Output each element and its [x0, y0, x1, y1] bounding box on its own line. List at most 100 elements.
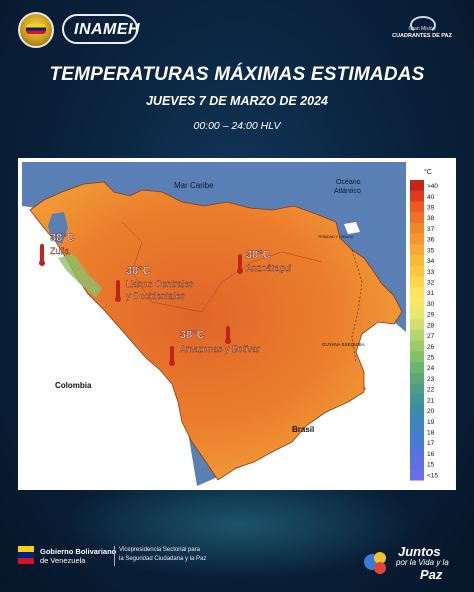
footer-government: Gobierno Bolivariano de Venezuela Vicepr… [18, 544, 228, 570]
label-mar-caribe: Mar Caribe [174, 181, 214, 190]
legend-swatch [410, 372, 424, 385]
legend-swatch [410, 233, 424, 245]
legend-swatch [410, 383, 424, 395]
brasil-land [197, 382, 406, 486]
gov-line2: de Venezuela [40, 556, 86, 565]
temperature-legend: °C >40 40 39 38 37 36 35 34 33 32 31 30 29 28 27 26 25 24 2… [408, 162, 454, 486]
region-zulia: 38°C Zulia [39, 232, 75, 266]
legend-label: 23 [427, 376, 435, 383]
label-brasil: Brasil [292, 425, 314, 434]
legend-label: 22 [427, 387, 435, 394]
legend-label: 37 [427, 226, 435, 233]
label-oceano: Océano [336, 179, 361, 186]
legend-swatch [410, 447, 424, 460]
legend-swatch [410, 340, 424, 352]
region-anzoategui: 38°C Anzoátegui [237, 249, 291, 274]
juntos-mark-icon [364, 552, 386, 574]
legend-label: 27 [427, 333, 435, 340]
legend-swatch [410, 415, 424, 427]
venezuela-flag-icon [18, 546, 34, 564]
legend-color-scale: °C >40 40 39 38 37 36 35 34 33 32 31 30 29 28 27 26 25 24 2… [408, 162, 454, 486]
legend-swatch [410, 351, 424, 363]
juntos-por-la-vida-logo: Juntos por la Vida y la Paz [362, 540, 462, 584]
trinidad-island [344, 222, 360, 234]
legend-label: 19 [427, 419, 435, 426]
colombia-land [22, 206, 197, 486]
slogan-2: por la Vida y la [396, 558, 449, 567]
legend-label: 34 [427, 258, 435, 265]
legend-swatch [410, 458, 424, 470]
legend-swatch [410, 180, 424, 192]
legend-swatch [410, 362, 424, 374]
forecast-time-range: 00:00 – 24:00 HLV [193, 120, 281, 132]
region-llanos-temp: 38°C [126, 265, 151, 277]
legend-swatch [410, 287, 424, 299]
legend-label: 28 [427, 322, 435, 329]
inameh-logo-text: INAMEH [74, 21, 141, 38]
legend-swatch [410, 469, 424, 481]
thermometer-icon [170, 346, 174, 362]
partner-line2: CUADRANTES DE PAZ [392, 33, 452, 39]
label-guyana-esequiba: GUYANA ESEQUIBA [322, 342, 365, 347]
legend-label: 24 [427, 365, 435, 372]
venezuela-seal-logo [18, 12, 54, 48]
inameh-logo: INAMEH [62, 14, 141, 44]
label-colombia: Colombia [55, 381, 92, 390]
region-amazonas-bolivar: 38°C Amazonas y Bolívar [169, 326, 260, 366]
legend-label: 26 [427, 344, 435, 351]
legend-swatch [410, 190, 424, 202]
legend-swatch [410, 330, 424, 342]
legend-label: 35 [427, 247, 435, 254]
legend-swatch [410, 426, 424, 438]
region-anzoategui-name: Anzoátegui [246, 263, 291, 273]
region-llanos: 38°C Llanos Centrales y Occidentales [115, 265, 194, 302]
vice-line1: Vicepresidencia Sectorial para [119, 547, 200, 553]
forecast-date: JUEVES 7 DE MARZO DE 2024 [145, 94, 328, 108]
label-atlantico: Atlántico [334, 188, 361, 195]
legend-swatch [410, 308, 424, 320]
legend-label: <15 [427, 472, 438, 479]
partner-line1: Gran Misión [408, 26, 436, 32]
thermometer-icon [226, 326, 230, 340]
legend-label: 31 [427, 290, 435, 297]
region-zulia-temp: 38°C [50, 232, 75, 244]
legend-label: 20 [427, 408, 435, 415]
esequiba-boundary [351, 249, 363, 363]
legend-swatch [410, 319, 424, 331]
legend-label: 36 [427, 237, 435, 244]
legend-swatch [410, 394, 424, 406]
legend-swatch [410, 265, 424, 277]
thermometer-icon [238, 254, 242, 270]
legend-swatch [410, 437, 424, 449]
region-llanos-name-1: Llanos Centrales [126, 279, 194, 289]
page-title: TEMPERATURAS MÁXIMAS ESTIMADAS [49, 64, 425, 85]
legend-label: 38 [427, 215, 435, 222]
legend-label: 21 [427, 397, 435, 404]
legend-label: 29 [427, 312, 435, 319]
thermometer-icon [40, 244, 44, 262]
legend-swatch [410, 276, 424, 288]
slogan-1: Juntos [398, 544, 441, 559]
region-amazonas-temp: 38°C [180, 329, 205, 341]
legend-label: 40 [427, 194, 435, 201]
legend-swatch [410, 212, 424, 224]
slogan-3: Paz [420, 567, 443, 582]
legend-swatch [410, 244, 424, 256]
gov-line1: Gobierno Bolivariano [40, 547, 117, 556]
andes-cool-zone [58, 254, 102, 298]
region-llanos-name-2: y Occidentales [126, 291, 186, 301]
legend-label: >40 [427, 183, 438, 190]
lake-maracaibo [48, 212, 68, 244]
legend-swatch [410, 405, 424, 417]
legend-swatch [410, 222, 424, 235]
cuadrantes-de-paz-logo: Gran Misión CUADRANTES DE PAZ [390, 16, 454, 42]
label-trinidad: TRINIDAD Y TOBAGO [318, 235, 354, 239]
state-boundaries [121, 221, 323, 313]
legend-label: 17 [427, 440, 435, 447]
legend-label: 16 [427, 451, 435, 458]
temperature-map: Mar Caribe Océano Atlántico Colombia Bra… [22, 162, 406, 486]
legend-label: 15 [427, 462, 435, 469]
legend-label: 18 [427, 429, 435, 436]
footer-divider [114, 546, 115, 566]
region-anzoategui-temp: 38°C [246, 249, 271, 261]
